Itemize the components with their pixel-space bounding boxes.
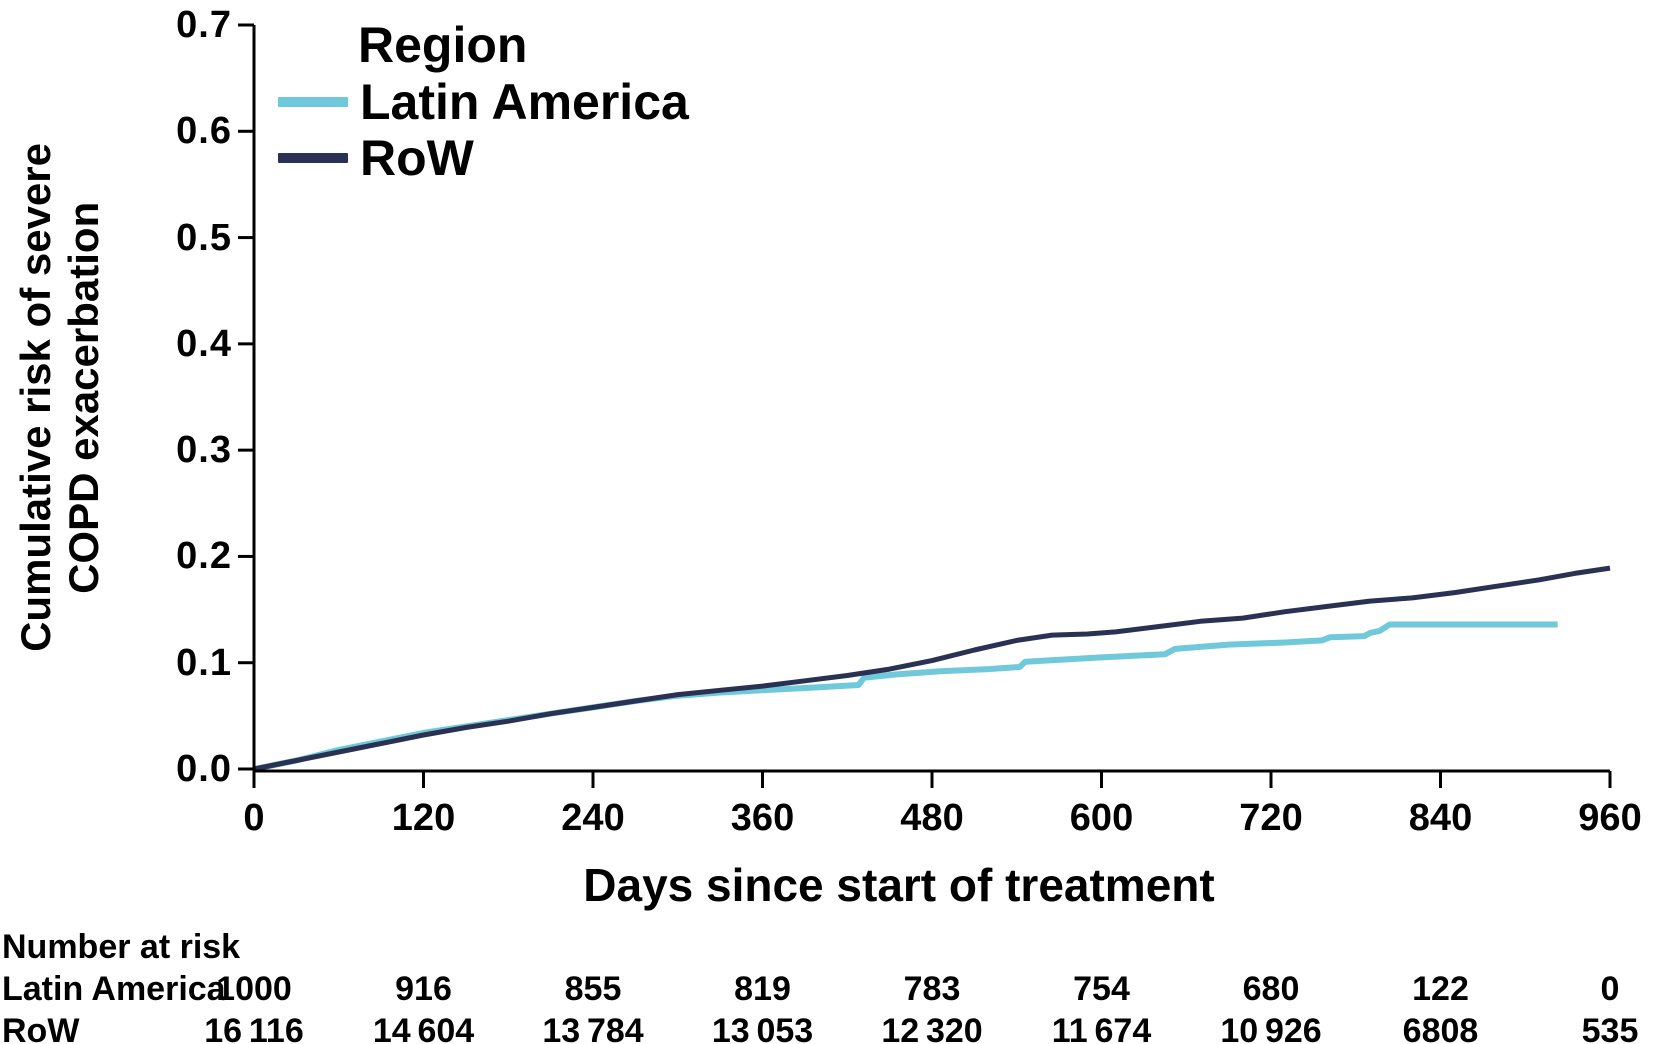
y-axis-title: Cumulative risk of severe COPD exacerbat… bbox=[6, 25, 114, 770]
x-axis-title: Days since start of treatment bbox=[583, 859, 1215, 911]
risk-row-label-row: RoW bbox=[2, 1012, 80, 1044]
legend-item-row: RoW bbox=[278, 130, 689, 186]
row-line-swatch-icon bbox=[278, 153, 348, 163]
number-at-risk-title: Number at risk bbox=[2, 928, 241, 966]
legend-title: Region bbox=[358, 17, 528, 73]
latin-america-line-swatch-icon bbox=[278, 97, 348, 107]
series-line-row bbox=[253, 565, 1611, 772]
legend-label-row: RoW bbox=[360, 130, 474, 186]
legend: Region Latin America RoW bbox=[278, 16, 689, 186]
risk-row-label-latin-america: Latin America bbox=[2, 970, 226, 1008]
y-axis-title-line-1: Cumulative risk of severe bbox=[12, 143, 59, 652]
legend-item-latin-america: Latin America bbox=[278, 74, 689, 130]
series-line-latin-america bbox=[253, 621, 1558, 772]
legend-label-latin-america: Latin America bbox=[360, 74, 689, 130]
y-axis-title-text: Cumulative risk of severe COPD exacerbat… bbox=[12, 143, 108, 652]
y-axis-title-line-2: COPD exacerbation bbox=[60, 201, 107, 594]
